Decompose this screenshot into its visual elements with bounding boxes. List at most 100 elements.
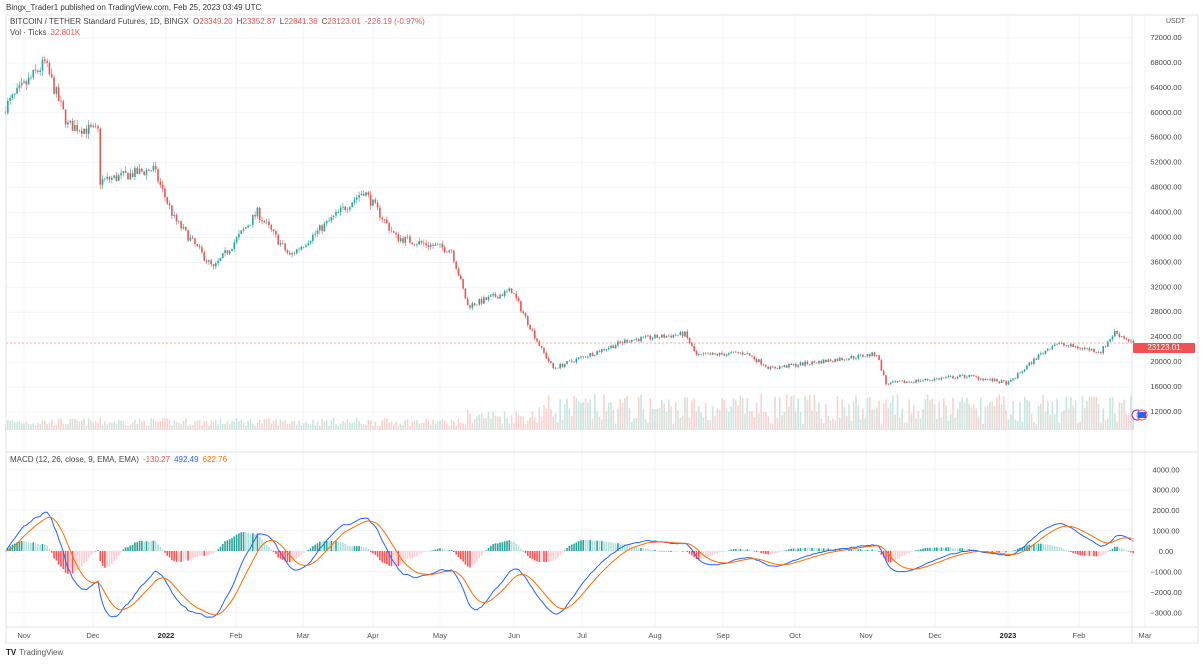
histogram-bar: [1023, 546, 1026, 551]
histogram-bar: [30, 542, 32, 551]
volume-bar: [506, 418, 508, 430]
histogram-bar: [441, 548, 444, 551]
candle: [295, 248, 298, 255]
volume-bar: [247, 420, 249, 430]
candle: [1065, 344, 1068, 348]
candle: [552, 362, 555, 370]
volume-bar: [785, 394, 788, 430]
histogram-bar: [450, 549, 453, 551]
volume-bar: [776, 417, 779, 430]
histogram-bar: [1095, 551, 1098, 557]
candle: [191, 234, 194, 240]
candle: [799, 360, 802, 366]
volume-bar: [254, 425, 256, 430]
macd-legend[interactable]: MACD (12, 26, close, 9, EMA, EMA) -130.27…: [10, 455, 231, 464]
volume-legend[interactable]: Vol · Ticks 32.801K: [10, 28, 84, 37]
last-price-badge: 23123.01: [1133, 343, 1195, 353]
volume-bar: [827, 415, 830, 430]
volume-bar: [48, 422, 51, 430]
candle: [62, 99, 65, 110]
candle: [869, 353, 871, 359]
volume-bar: [1088, 396, 1091, 430]
candle: [404, 236, 407, 247]
volume-bar: [797, 398, 799, 430]
histogram-bar: [381, 551, 384, 563]
price-axis[interactable]: 72000.0068000.0064000.0060000.0056000.00…: [1150, 33, 1181, 416]
candle: [945, 375, 947, 379]
volume-bar: [942, 398, 945, 430]
histogram-bar: [309, 548, 312, 551]
candle: [74, 119, 76, 132]
volume-bar: [878, 400, 880, 430]
flag-icon[interactable]: [1131, 409, 1148, 421]
volume-bar: [986, 405, 989, 430]
volume-bar: [591, 418, 594, 430]
histogram-bar: [862, 549, 864, 551]
volume-bar: [545, 408, 548, 430]
histogram-bar: [476, 551, 478, 562]
volume-bar: [633, 418, 635, 430]
histogram-bar: [1053, 545, 1056, 551]
histogram-bar: [307, 549, 310, 551]
candle: [399, 235, 402, 243]
volume-bar: [778, 397, 781, 430]
volume-bar: [658, 407, 661, 430]
candle: [263, 219, 266, 224]
candle: [71, 118, 74, 132]
symbol-legend[interactable]: BITCOIN / TETHER Standard Futures, 1D, B…: [10, 17, 429, 26]
candle: [120, 168, 122, 180]
candle: [1109, 338, 1111, 343]
volume-bar: [330, 420, 333, 430]
histogram-bar: [857, 549, 860, 551]
volume-bar: [496, 416, 499, 430]
volume-bar: [538, 407, 541, 430]
tradingview-logo[interactable]: TV TradingView: [6, 648, 64, 657]
histogram-bar: [208, 551, 210, 555]
volume-bar: [901, 409, 903, 430]
volume-bar: [312, 419, 314, 430]
histogram-bar: [168, 551, 171, 558]
histogram-bar: [20, 540, 23, 551]
volume-bar: [1072, 405, 1074, 430]
histogram-bar: [270, 549, 273, 551]
histogram-bar: [23, 540, 25, 551]
volume-bar: [510, 415, 513, 430]
histogram-bar: [806, 548, 809, 551]
volume-bar: [563, 404, 566, 430]
candle: [531, 328, 534, 332]
volume-bar: [381, 420, 384, 430]
histogram-bar: [716, 551, 719, 554]
candle: [1003, 379, 1005, 383]
volume-bar: [667, 399, 670, 430]
time-axis[interactable]: Nov Dec 2022 Feb Mar Apr May Jun Jul Aug Sep Oct Nov…: [17, 631, 1152, 640]
histogram-bar: [656, 550, 659, 552]
candle: [18, 81, 21, 92]
volume-bar: [961, 397, 964, 430]
candle: [358, 191, 360, 202]
volume-bar: [1028, 400, 1031, 430]
histogram-bar: [820, 548, 823, 551]
volume-bar: [737, 405, 739, 430]
histogram-bar: [508, 540, 511, 551]
candle: [1127, 338, 1130, 343]
candle: [762, 363, 765, 367]
histogram-bar: [27, 542, 30, 551]
volume-bar: [1037, 405, 1040, 430]
candle: [561, 362, 564, 369]
volume-bar: [716, 408, 719, 430]
price-tick-label: 12000.00: [1150, 407, 1181, 416]
macd-axis[interactable]: 4000.003000.002000.001000.000.00−1000.00…: [1150, 465, 1182, 617]
volume-bar: [376, 425, 379, 430]
volume-bar: [60, 418, 62, 430]
histogram-bar: [621, 544, 624, 551]
candle: [875, 354, 878, 357]
volume-bar: [600, 419, 603, 430]
candle: [672, 334, 675, 339]
price-tick-label: 52000.00: [1150, 158, 1181, 167]
volume-bar: [751, 411, 753, 430]
volume-bar: [908, 399, 910, 430]
histogram-bar: [1000, 551, 1003, 553]
histogram-bar: [1088, 551, 1091, 557]
histogram-bar: [46, 545, 48, 551]
